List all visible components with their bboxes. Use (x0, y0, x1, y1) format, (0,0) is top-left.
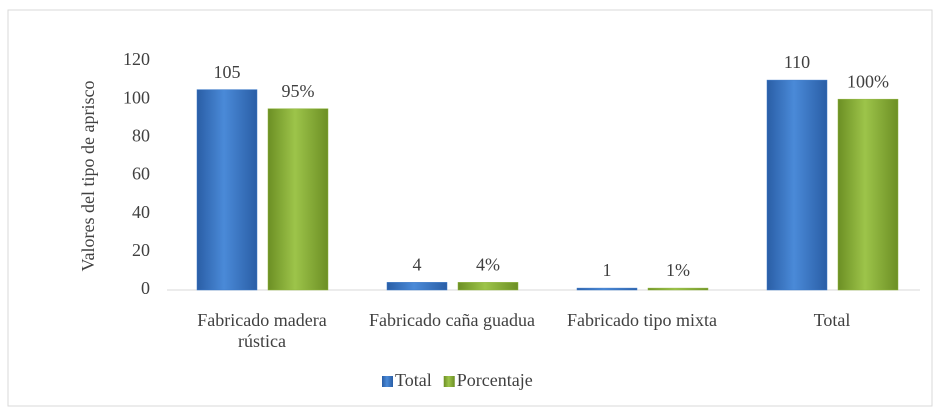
data-label: 1% (666, 260, 690, 280)
y-tick-label: 40 (132, 202, 150, 222)
y-axis-label: Valores del tipo de aprisco (78, 81, 98, 272)
legend-swatch (443, 376, 455, 387)
x-tick-label: Total (813, 310, 851, 330)
data-label: 4% (476, 254, 500, 274)
bar (837, 98, 899, 291)
bar (267, 108, 329, 291)
legend-label: Total (395, 370, 432, 390)
data-label: 100% (847, 71, 889, 91)
data-label: 105 (214, 62, 241, 82)
y-tick-label: 0 (141, 278, 150, 298)
data-label: 1 (603, 260, 612, 280)
data-label: 95% (282, 81, 315, 101)
bar (766, 79, 828, 291)
y-tick-label: 80 (132, 125, 150, 145)
legend-label: Porcentaje (457, 370, 533, 390)
y-tick-label: 120 (123, 49, 150, 69)
bar (647, 287, 709, 291)
chart-border (7, 9, 933, 407)
bar (576, 287, 638, 291)
data-label: 4 (413, 254, 422, 274)
y-tick-label: 20 (132, 240, 150, 260)
bar (457, 282, 519, 291)
bar (386, 282, 448, 291)
data-label: 110 (784, 52, 810, 72)
y-tick-label: 60 (132, 164, 150, 184)
bar (196, 89, 258, 291)
x-tick-label: Fabricado madera rústica (197, 310, 327, 351)
legend-swatch (382, 376, 393, 387)
x-tick-label: Fabricado tipo mixta (567, 310, 717, 330)
x-tick-label: Fabricado caña guadua (369, 310, 535, 330)
y-tick-label: 100 (123, 87, 150, 107)
